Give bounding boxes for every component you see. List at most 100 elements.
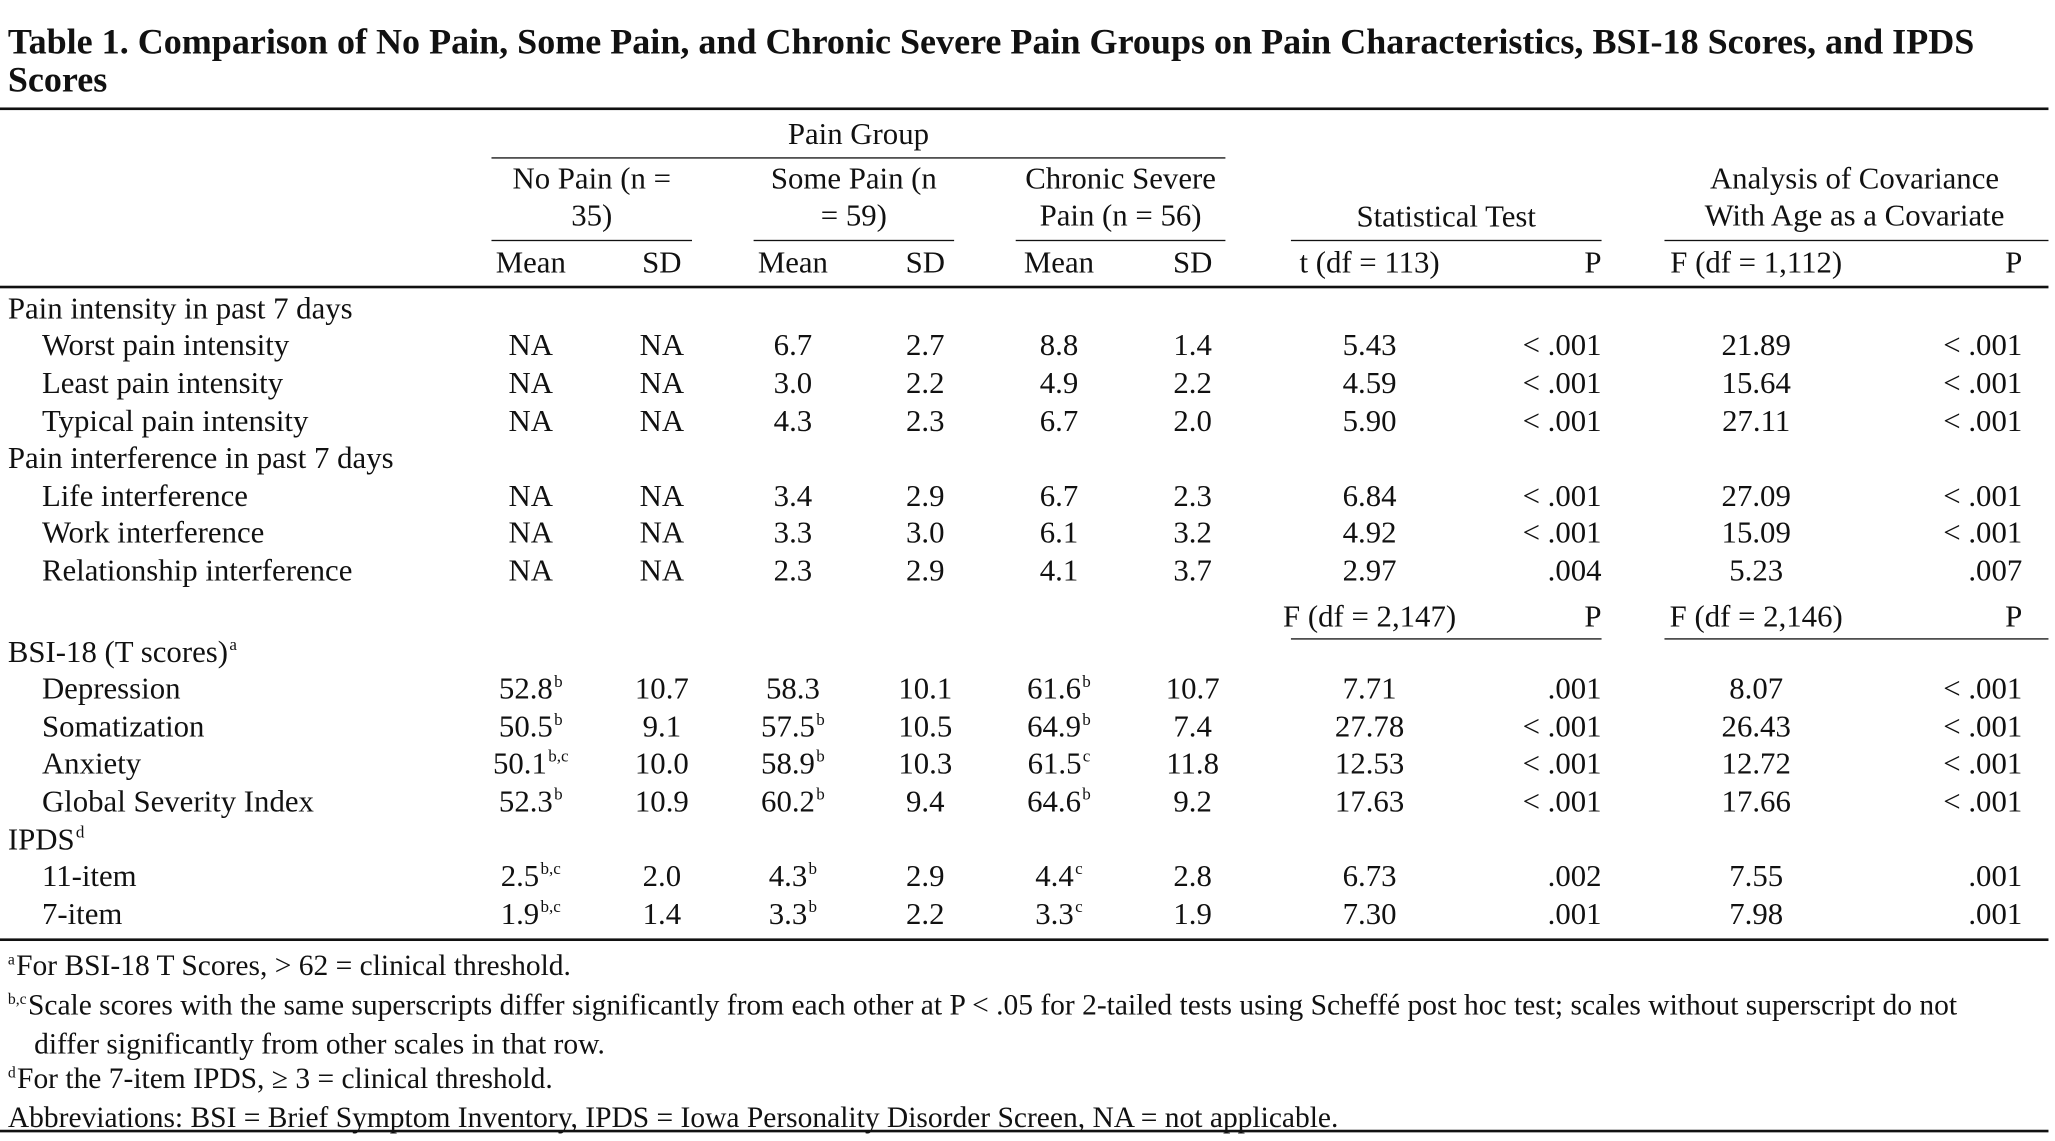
cell-text: 4.3: [768, 859, 808, 894]
cell-text: 50.5: [498, 709, 553, 745]
cell: 3.3b: [701, 896, 884, 937]
cell: < .001: [1943, 672, 2023, 707]
cell: 7.4: [1173, 709, 1212, 745]
column-header: F (df = 1,112): [1670, 245, 1843, 281]
cell-text: IPDS: [7, 822, 75, 857]
cell-text: 52.8: [498, 672, 553, 707]
cell-text: 64.9: [1027, 709, 1081, 745]
footnote: Abbreviations: BSI = Brief Symptom Inven…: [8, 1101, 2000, 1136]
column-header: P: [2005, 599, 2023, 634]
cell: NA: [639, 366, 685, 401]
cell: 27.78: [1334, 709, 1405, 745]
cell-text: 2.5: [500, 859, 540, 894]
row-label: Worst pain intensity: [41, 329, 290, 364]
superscript: d: [75, 821, 85, 841]
cell: NA: [639, 404, 685, 439]
superscript: b,c: [540, 858, 561, 879]
cell-text: 58.9: [761, 747, 815, 782]
row-label: Depression: [41, 672, 181, 707]
rule: [1015, 239, 1226, 242]
cell: 3.0: [906, 516, 945, 551]
cell: .004: [1547, 554, 1602, 589]
row-label: Global Severity Index: [41, 784, 314, 819]
rule: [1664, 239, 2049, 242]
cell: < .001: [1522, 479, 1602, 514]
cell: 60.2b: [701, 784, 884, 825]
superscript: b: [554, 708, 563, 729]
cell: 3.2: [1173, 516, 1212, 551]
stat-test-header: Statistical Test: [1356, 200, 1536, 235]
cell: 4.59: [1342, 366, 1397, 401]
ancova-header: Analysis of Covariance With Age as a Cov…: [1704, 162, 2005, 234]
superscript: b,c: [540, 896, 561, 916]
column-header: Mean: [1023, 245, 1095, 281]
cell: 7.71: [1342, 672, 1397, 707]
footnote-text: For BSI-18 T Scores, > 62 = clinical thr…: [16, 948, 571, 982]
cell: 6.1: [1039, 516, 1079, 551]
cell: < .001: [1522, 747, 1602, 782]
cell: NA: [508, 404, 554, 439]
footnote-text: Abbreviations: BSI = Brief Symptom Inven…: [7, 1101, 1339, 1134]
cell: .002: [1547, 859, 1602, 894]
row-label: 7-item: [41, 897, 123, 932]
cell: 52.3b: [439, 784, 622, 825]
column-header: P: [1584, 599, 1602, 634]
cell: 3.4: [773, 479, 813, 514]
cell: 17.66: [1721, 784, 1791, 819]
cell: < .001: [1943, 329, 2023, 364]
rule: [1664, 637, 2049, 640]
cell: 10.1: [898, 672, 953, 707]
column-header: SD: [905, 245, 945, 281]
cell: < .001: [1943, 479, 2023, 514]
superscript: c: [1082, 746, 1091, 766]
column-header: SD: [642, 245, 682, 281]
superscript: b: [1082, 783, 1091, 804]
cell: 7.55: [1729, 859, 1784, 894]
cell: NA: [508, 516, 554, 551]
row-label: Relationship interference: [41, 554, 353, 589]
cell: 1.4: [1173, 329, 1212, 364]
cell: < .001: [1943, 784, 2023, 819]
cell: 1.4: [642, 897, 682, 932]
cell: 21.89: [1721, 329, 1791, 364]
group-header: Chronic Severe Pain (n = 56): [1025, 162, 1216, 234]
cell: 7.98: [1729, 897, 1784, 932]
cell-text: 61.5: [1027, 747, 1082, 782]
cell: 4.4c: [967, 859, 1150, 900]
cell-text: 52.3: [498, 784, 553, 819]
superscript: b: [554, 783, 563, 804]
cell: .001: [1968, 897, 2023, 932]
cell: 15.09: [1721, 516, 1791, 551]
cell: NA: [508, 479, 554, 514]
cell: NA: [508, 554, 554, 589]
cell: 11.8: [1166, 747, 1220, 782]
cell-text: 60.2: [761, 784, 815, 819]
cell: 2.7: [906, 329, 945, 364]
section-label: Pain intensity in past 7 days: [7, 291, 353, 326]
cell: 12.72: [1721, 747, 1791, 782]
cell: 2.9: [906, 554, 945, 589]
superscript: c: [1075, 858, 1083, 879]
cell: 10.7: [1165, 672, 1220, 707]
cell: 2.9: [906, 859, 945, 894]
cell: < .001: [1522, 404, 1602, 439]
rule: [0, 938, 2049, 942]
cell-text: 3.3: [1035, 897, 1074, 932]
cell: 26.43: [1721, 709, 1791, 745]
column-header: Mean: [495, 245, 566, 281]
rule: [491, 157, 1226, 159]
superscript: b: [816, 708, 825, 729]
cell: 6.73: [1342, 859, 1397, 894]
superscript: b: [1082, 708, 1091, 729]
superscript: a: [229, 633, 237, 654]
cell: NA: [508, 366, 554, 401]
superscript: b: [808, 896, 818, 916]
cell: 15.64: [1721, 366, 1791, 401]
cell: 27.09: [1721, 479, 1791, 514]
cell: 17.63: [1334, 784, 1405, 819]
cell: 12.53: [1334, 747, 1405, 782]
cell: 8.07: [1729, 672, 1784, 707]
cell: 3.3: [773, 516, 813, 551]
cell: 2.0: [1173, 404, 1212, 439]
